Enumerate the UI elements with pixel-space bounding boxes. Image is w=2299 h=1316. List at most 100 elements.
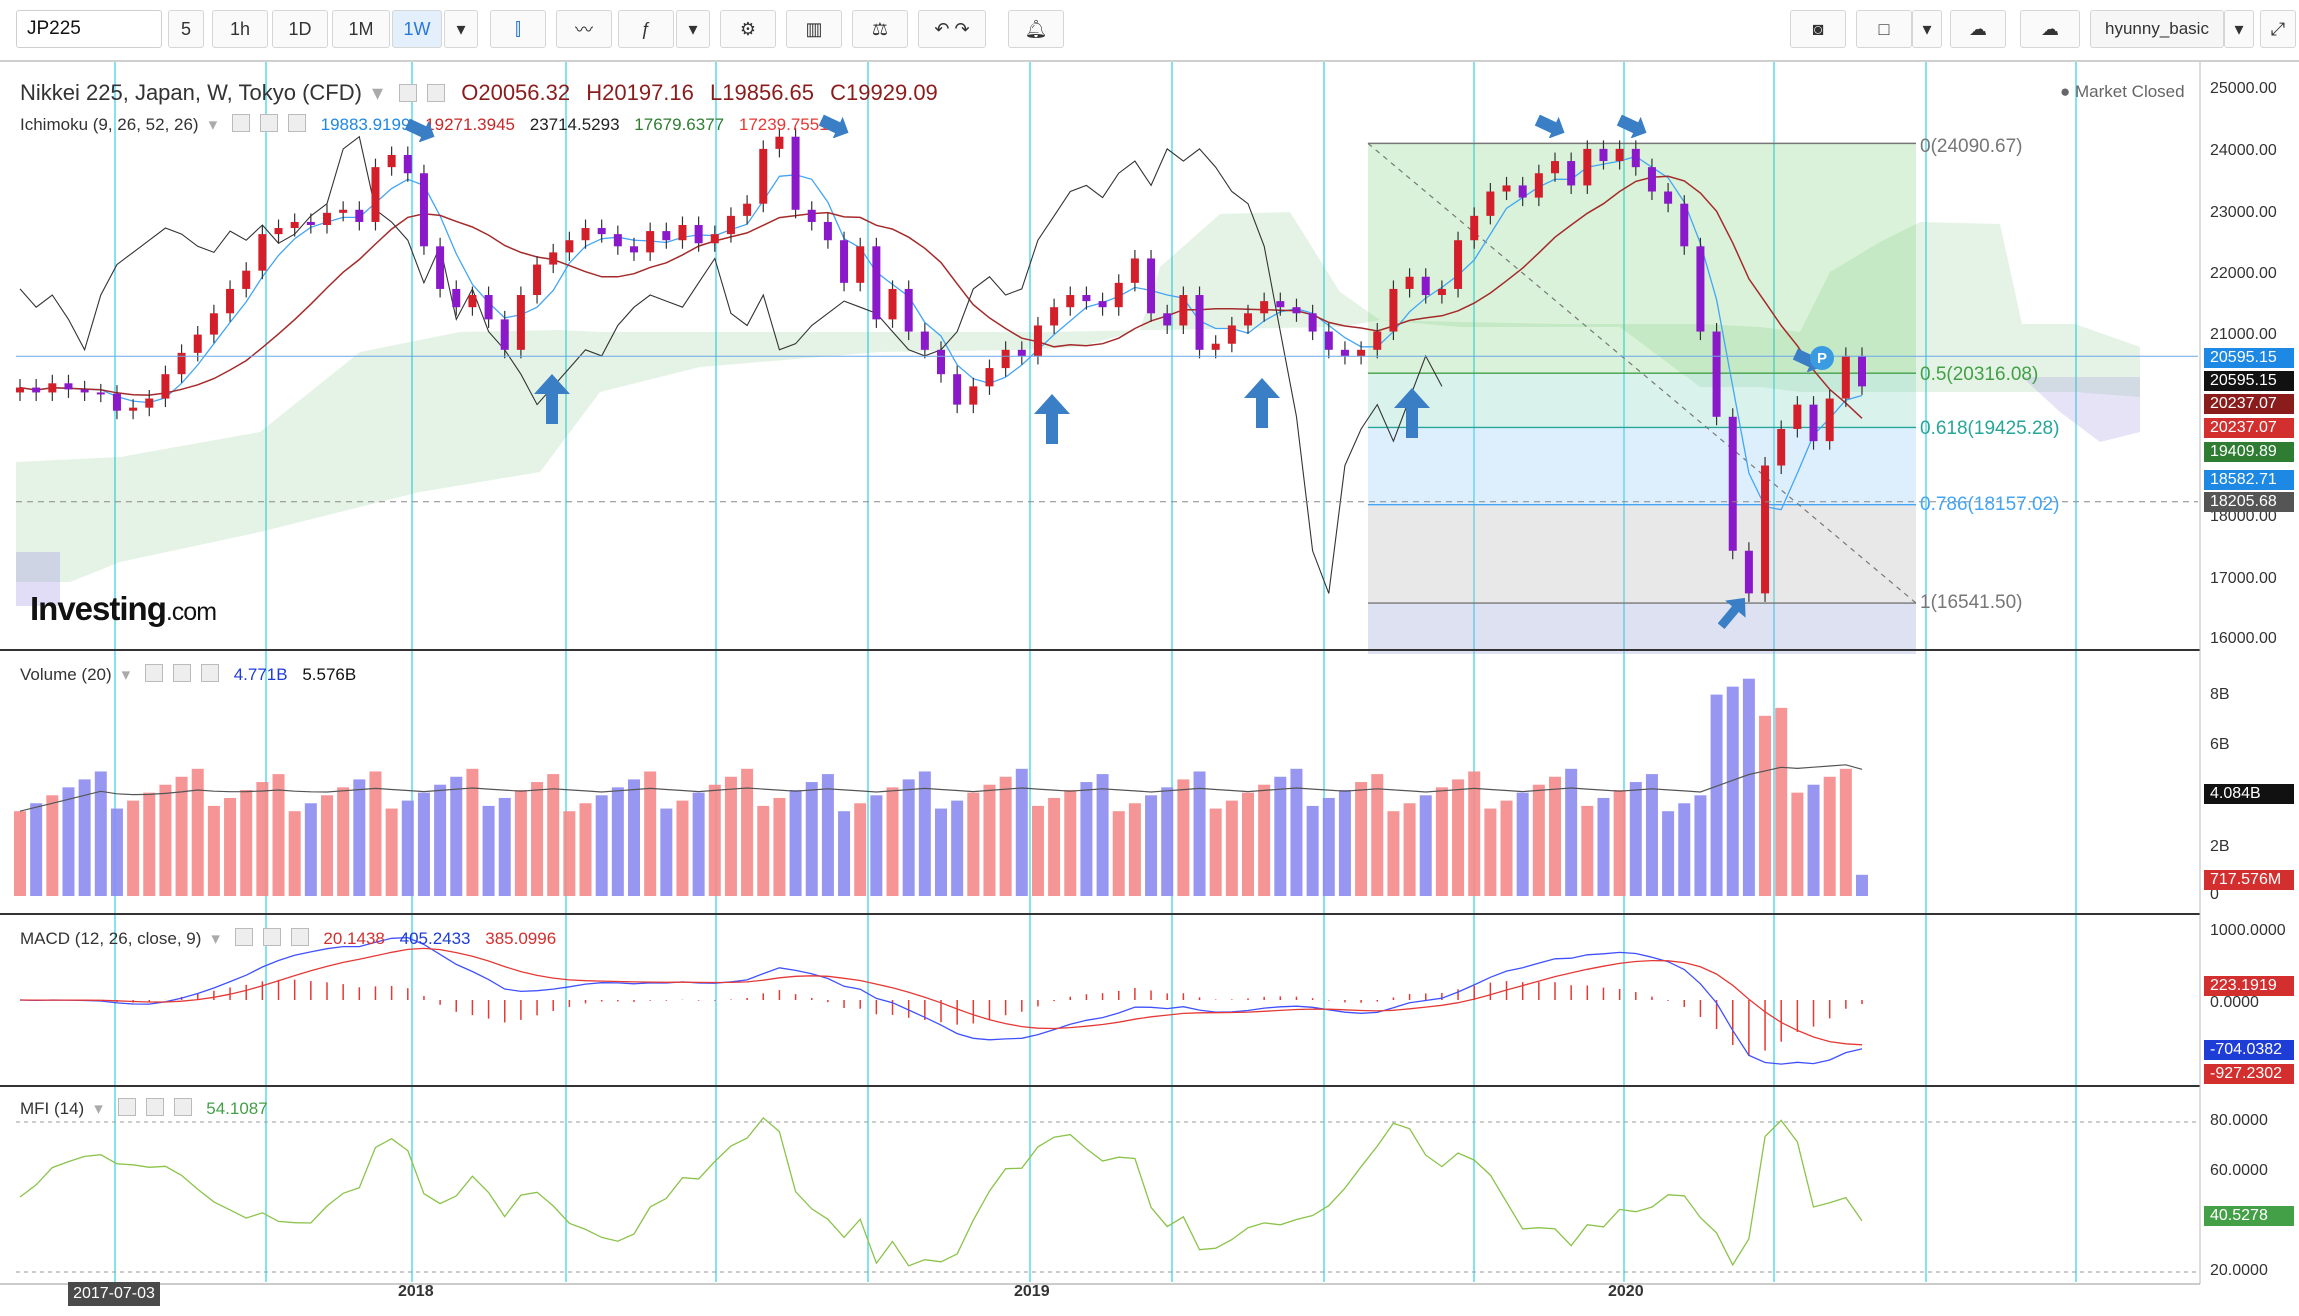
- symbol-input[interactable]: JP225: [16, 10, 162, 48]
- scale-button[interactable]: ⚖: [852, 10, 908, 48]
- compare-button[interactable]: ▥: [786, 10, 842, 48]
- volume-bar: [821, 774, 834, 896]
- load-cloud-button[interactable]: ☁: [1950, 10, 2006, 48]
- candle-body: [1583, 148, 1592, 186]
- macd-label: MACD (12, 26, close, 9): [20, 929, 202, 948]
- candle-body: [1292, 307, 1301, 314]
- eye-icon[interactable]: [117, 1098, 136, 1116]
- chart-canvas[interactable]: [0, 62, 2299, 1316]
- line-style-button[interactable]: 〰: [556, 10, 612, 48]
- candle-body: [436, 246, 445, 289]
- volume-bar: [676, 800, 689, 896]
- candle-body: [694, 225, 703, 244]
- undo-redo-button[interactable]: ↶ ↷: [918, 10, 986, 48]
- candle-body: [1502, 185, 1511, 192]
- candle-body: [80, 389, 89, 393]
- snapshot-button[interactable]: ◙: [1790, 10, 1846, 48]
- settings-icon[interactable]: [259, 114, 278, 132]
- gear-icon: ⚙: [739, 18, 757, 39]
- volume-bar: [1290, 768, 1303, 896]
- settings-button[interactable]: ⚙: [720, 10, 776, 48]
- save-cloud-button[interactable]: ☁: [2020, 10, 2080, 48]
- volume-bar: [644, 771, 657, 896]
- volume-bar: [1048, 797, 1061, 896]
- ichimoku-cloud: [16, 212, 2140, 606]
- close-icon[interactable]: [287, 114, 306, 132]
- volume-bar: [854, 803, 867, 896]
- layout-button[interactable]: □: [1856, 10, 1912, 48]
- arrow-up-icon: [1394, 388, 1430, 438]
- volume-bar: [1500, 800, 1513, 896]
- volume-bar: [1435, 787, 1448, 896]
- settings-icon[interactable]: [145, 1098, 164, 1116]
- candle-body: [1308, 313, 1317, 332]
- candle-body: [1728, 416, 1737, 551]
- volume-tick: 8B: [2210, 686, 2230, 703]
- volume-bar: [1080, 782, 1093, 896]
- candle-body: [484, 295, 493, 320]
- interval-5[interactable]: 5: [168, 10, 204, 48]
- eye-icon[interactable]: [399, 84, 418, 102]
- interval-5-label: 5: [180, 18, 191, 39]
- user-menu[interactable]: hyunny_basic: [2090, 10, 2224, 48]
- volume-bar: [434, 784, 447, 896]
- price-tick: 22000.00: [2210, 265, 2277, 282]
- bell-plus-icon: 🔔︎: [1024, 18, 1048, 39]
- pivot-marker-icon[interactable]: P: [1810, 346, 1834, 370]
- interval-1h[interactable]: 1h: [212, 10, 268, 48]
- close-icon[interactable]: [173, 1098, 192, 1116]
- candle-body: [323, 212, 331, 225]
- interval-1w[interactable]: 1W: [392, 10, 442, 48]
- ichimoku-senkou-a: 17679.6377: [634, 115, 725, 134]
- volume-bar: [46, 795, 59, 896]
- eye-icon[interactable]: [231, 114, 250, 132]
- fullscreen-button[interactable]: ⤢: [2260, 10, 2296, 48]
- close-icon[interactable]: [200, 664, 219, 682]
- candle-body: [419, 173, 428, 247]
- volume-bar: [886, 787, 899, 896]
- indicators-dropdown[interactable]: ▾: [676, 10, 710, 48]
- arrow-right-icon: [1616, 114, 1647, 138]
- eye-icon[interactable]: [144, 664, 163, 682]
- volume-bar: [191, 768, 204, 896]
- close-icon[interactable]: [290, 928, 309, 946]
- crosshair-date: 2017-07-03: [68, 1282, 160, 1306]
- candle-body: [1405, 276, 1414, 289]
- candle-body: [726, 215, 735, 235]
- user-dropdown[interactable]: ▾: [2224, 10, 2254, 48]
- interval-1m[interactable]: 1M: [332, 10, 390, 48]
- candle-body: [48, 383, 57, 393]
- candle-body: [1470, 215, 1479, 241]
- settings-icon[interactable]: [262, 928, 281, 946]
- eye-icon[interactable]: [234, 928, 253, 946]
- candle-body: [1195, 295, 1204, 350]
- candle-body: [904, 288, 913, 332]
- volume-bar: [1274, 776, 1287, 896]
- candle-body: [1712, 331, 1721, 417]
- candle-body: [516, 295, 525, 350]
- layout-dropdown[interactable]: ▾: [1912, 10, 1942, 48]
- settings-icon[interactable]: [427, 84, 446, 102]
- volume-bar: [127, 800, 140, 896]
- volume-bar: [1258, 784, 1271, 896]
- volume-bar: [224, 797, 237, 896]
- volume-tick: 2B: [2210, 838, 2230, 855]
- interval-1d[interactable]: 1D: [272, 10, 328, 48]
- interval-dropdown[interactable]: ▾: [444, 10, 478, 48]
- low-value: L19856.65: [710, 80, 815, 105]
- settings-icon[interactable]: [172, 664, 191, 682]
- volume-bar: [628, 779, 640, 896]
- investing-logo: Investing.com: [30, 590, 217, 628]
- alert-button[interactable]: 🔔︎: [1008, 10, 1064, 48]
- candles-style-button[interactable]: ⫿: [490, 10, 546, 48]
- indicators-button[interactable]: ƒ: [618, 10, 674, 48]
- volume-bar: [870, 795, 883, 896]
- volume-bar: [1468, 771, 1481, 896]
- candle-body: [791, 136, 800, 210]
- price-tick: 18000.00: [2210, 508, 2277, 525]
- volume-bar: [999, 776, 1012, 896]
- symbol-text: JP225: [27, 18, 81, 39]
- volume-bar: [902, 779, 915, 896]
- volume-bar: [353, 779, 366, 896]
- candle-body: [1033, 325, 1042, 356]
